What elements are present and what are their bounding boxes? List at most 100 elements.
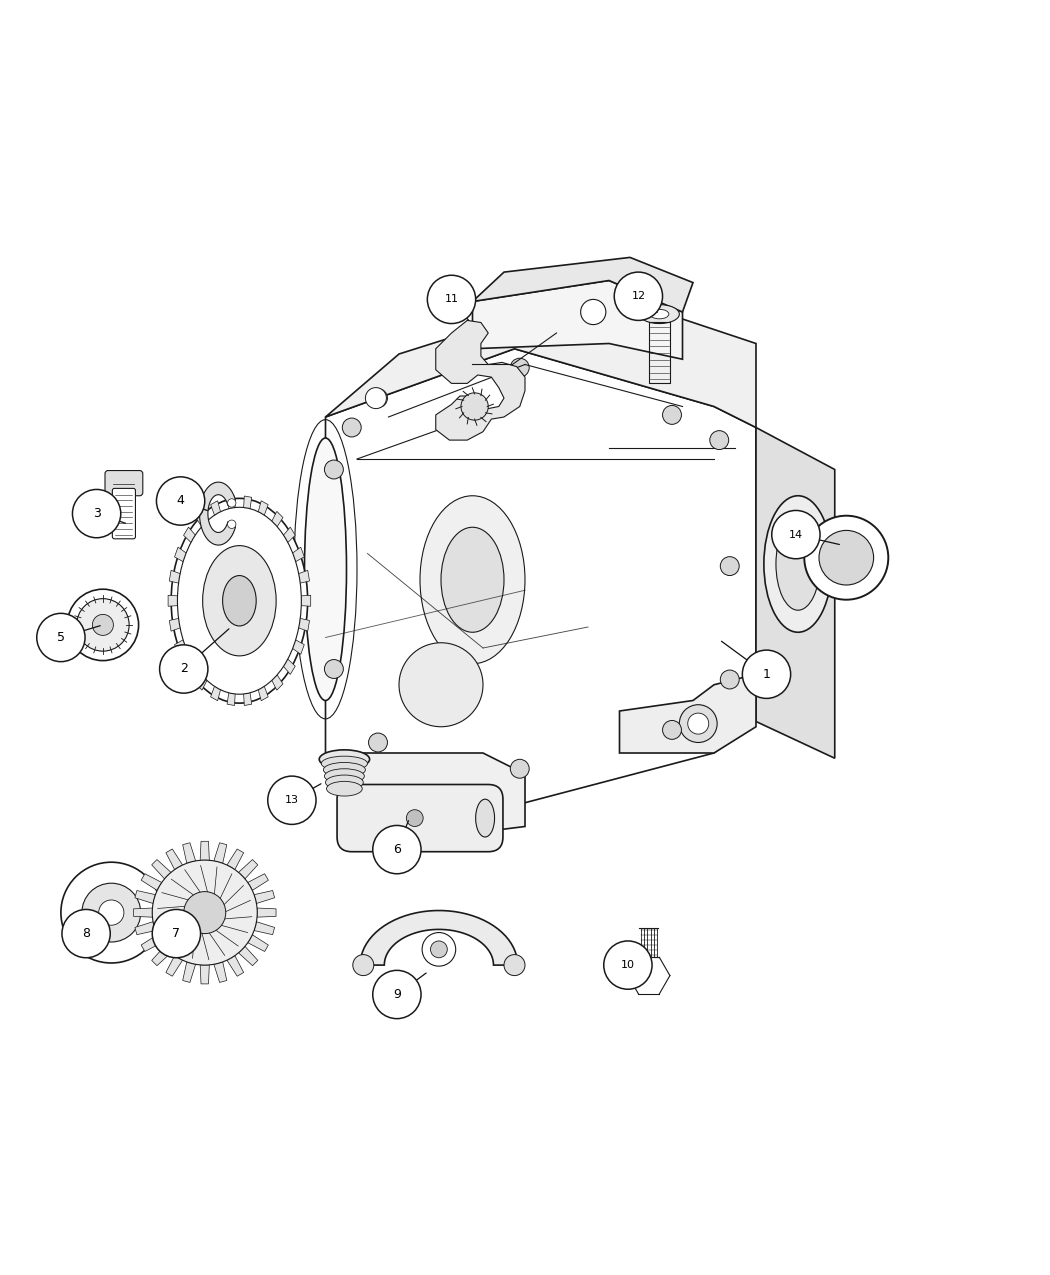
Circle shape bbox=[373, 970, 421, 1019]
Ellipse shape bbox=[92, 615, 113, 635]
Text: 9: 9 bbox=[393, 988, 401, 1001]
Circle shape bbox=[82, 884, 141, 942]
Circle shape bbox=[406, 810, 423, 826]
Ellipse shape bbox=[67, 589, 139, 660]
Polygon shape bbox=[254, 922, 275, 935]
Circle shape bbox=[324, 659, 343, 678]
Circle shape bbox=[152, 861, 257, 965]
Polygon shape bbox=[271, 674, 284, 690]
Circle shape bbox=[427, 275, 476, 324]
Polygon shape bbox=[326, 291, 756, 427]
Polygon shape bbox=[227, 849, 244, 870]
Polygon shape bbox=[201, 842, 209, 861]
Ellipse shape bbox=[321, 756, 368, 771]
Circle shape bbox=[268, 776, 316, 825]
Polygon shape bbox=[298, 618, 310, 631]
Ellipse shape bbox=[650, 310, 669, 319]
Polygon shape bbox=[166, 955, 183, 977]
Text: 6: 6 bbox=[393, 843, 401, 856]
Circle shape bbox=[819, 530, 874, 585]
Polygon shape bbox=[238, 946, 258, 965]
Circle shape bbox=[663, 405, 681, 425]
Circle shape bbox=[604, 941, 652, 989]
Polygon shape bbox=[184, 658, 196, 674]
Circle shape bbox=[152, 909, 201, 958]
Circle shape bbox=[369, 389, 387, 408]
Polygon shape bbox=[195, 674, 208, 690]
Circle shape bbox=[61, 862, 162, 963]
Text: 11: 11 bbox=[444, 295, 459, 305]
Ellipse shape bbox=[639, 305, 679, 324]
Ellipse shape bbox=[203, 546, 276, 655]
Polygon shape bbox=[258, 685, 268, 701]
Polygon shape bbox=[169, 618, 181, 631]
Polygon shape bbox=[326, 349, 756, 806]
Circle shape bbox=[369, 733, 387, 752]
Ellipse shape bbox=[420, 496, 525, 664]
Text: 10: 10 bbox=[621, 960, 635, 970]
Ellipse shape bbox=[223, 575, 256, 626]
Ellipse shape bbox=[764, 496, 832, 632]
Circle shape bbox=[373, 825, 421, 873]
Circle shape bbox=[156, 477, 205, 525]
Circle shape bbox=[184, 891, 226, 933]
Circle shape bbox=[342, 418, 361, 437]
Polygon shape bbox=[195, 511, 208, 528]
Circle shape bbox=[504, 955, 525, 975]
Polygon shape bbox=[271, 511, 284, 528]
Circle shape bbox=[688, 713, 709, 734]
Polygon shape bbox=[214, 961, 227, 983]
Polygon shape bbox=[174, 547, 187, 562]
Circle shape bbox=[581, 300, 606, 325]
Polygon shape bbox=[756, 427, 835, 759]
Text: 12: 12 bbox=[631, 291, 646, 301]
Polygon shape bbox=[151, 859, 171, 878]
Circle shape bbox=[160, 645, 208, 694]
Circle shape bbox=[228, 499, 236, 507]
Polygon shape bbox=[200, 482, 235, 546]
Circle shape bbox=[614, 272, 663, 320]
Ellipse shape bbox=[324, 769, 364, 783]
Circle shape bbox=[679, 705, 717, 742]
Polygon shape bbox=[300, 595, 311, 606]
Polygon shape bbox=[141, 935, 162, 951]
Circle shape bbox=[510, 358, 529, 377]
Polygon shape bbox=[298, 570, 310, 584]
Circle shape bbox=[720, 557, 739, 575]
Polygon shape bbox=[214, 843, 227, 863]
Text: 2: 2 bbox=[180, 663, 188, 676]
Polygon shape bbox=[201, 965, 209, 984]
Polygon shape bbox=[227, 955, 244, 977]
Polygon shape bbox=[183, 843, 195, 863]
FancyBboxPatch shape bbox=[337, 784, 503, 852]
Polygon shape bbox=[134, 922, 155, 935]
Polygon shape bbox=[227, 496, 235, 510]
FancyBboxPatch shape bbox=[112, 488, 135, 539]
Polygon shape bbox=[238, 859, 258, 878]
Circle shape bbox=[72, 490, 121, 538]
Polygon shape bbox=[248, 873, 269, 890]
Circle shape bbox=[720, 671, 739, 688]
Circle shape bbox=[461, 393, 488, 421]
Polygon shape bbox=[282, 527, 295, 543]
Polygon shape bbox=[211, 501, 220, 516]
Circle shape bbox=[99, 900, 124, 926]
Polygon shape bbox=[184, 527, 196, 543]
Polygon shape bbox=[360, 910, 518, 965]
Ellipse shape bbox=[476, 799, 495, 836]
Text: 4: 4 bbox=[176, 495, 185, 507]
Text: 5: 5 bbox=[57, 631, 65, 644]
Polygon shape bbox=[620, 674, 756, 754]
Ellipse shape bbox=[77, 599, 129, 652]
Text: 8: 8 bbox=[82, 927, 90, 940]
Ellipse shape bbox=[319, 750, 370, 769]
Ellipse shape bbox=[304, 439, 347, 700]
Ellipse shape bbox=[326, 775, 363, 789]
Polygon shape bbox=[151, 946, 171, 965]
Polygon shape bbox=[183, 961, 195, 983]
Circle shape bbox=[37, 613, 85, 662]
Ellipse shape bbox=[399, 643, 483, 727]
Polygon shape bbox=[134, 890, 155, 904]
Ellipse shape bbox=[441, 528, 504, 632]
Polygon shape bbox=[133, 908, 152, 917]
